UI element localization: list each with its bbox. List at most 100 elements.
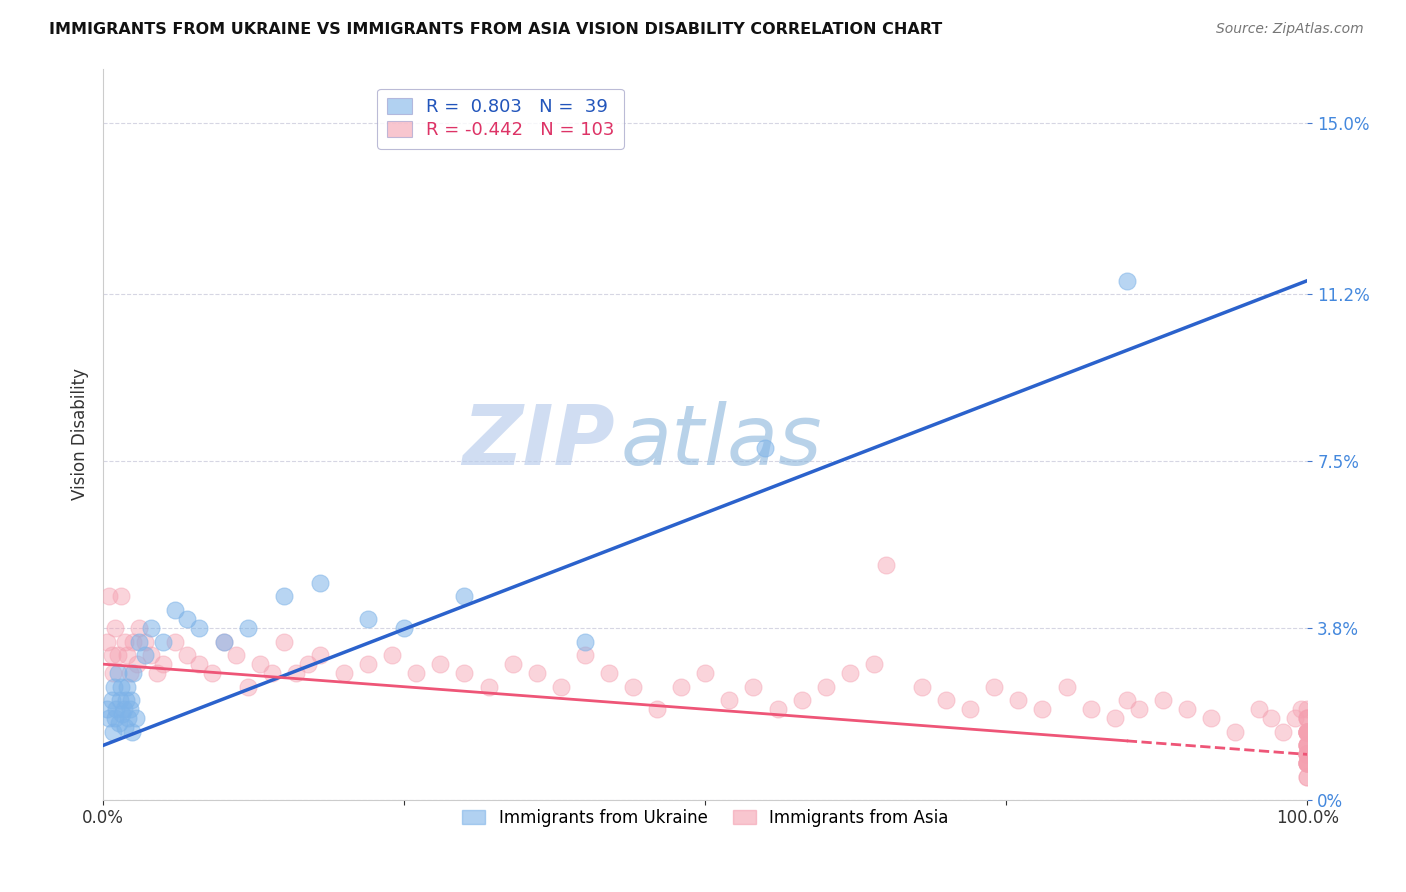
Point xyxy=(101,724,124,739)
Point xyxy=(121,724,143,739)
Text: atlas: atlas xyxy=(621,401,823,482)
Point xyxy=(236,621,259,635)
Point xyxy=(260,666,283,681)
Point xyxy=(574,648,596,662)
Point xyxy=(1296,724,1319,739)
Point xyxy=(176,612,198,626)
Point xyxy=(1284,711,1306,725)
Point xyxy=(134,648,156,662)
Point xyxy=(574,634,596,648)
Point xyxy=(1296,724,1319,739)
Point xyxy=(1296,756,1319,771)
Point xyxy=(146,666,169,681)
Point xyxy=(875,558,897,572)
Y-axis label: Vision Disability: Vision Disability xyxy=(72,368,89,500)
Point xyxy=(1056,680,1078,694)
Point xyxy=(115,680,138,694)
Point xyxy=(1296,756,1319,771)
Point xyxy=(98,590,121,604)
Point xyxy=(1296,747,1319,762)
Point xyxy=(1296,747,1319,762)
Point xyxy=(550,680,572,694)
Point xyxy=(1296,756,1319,771)
Point xyxy=(104,711,127,725)
Point xyxy=(381,648,404,662)
Point xyxy=(118,702,141,716)
Point xyxy=(165,603,187,617)
Point xyxy=(392,621,415,635)
Point xyxy=(114,634,136,648)
Point xyxy=(273,590,295,604)
Point xyxy=(110,590,132,604)
Point xyxy=(477,680,499,694)
Point xyxy=(1296,739,1319,753)
Point xyxy=(1296,711,1319,725)
Point xyxy=(453,590,475,604)
Point xyxy=(333,666,356,681)
Point xyxy=(1260,711,1282,725)
Point xyxy=(273,634,295,648)
Point xyxy=(107,648,129,662)
Point xyxy=(502,657,524,672)
Point xyxy=(128,621,150,635)
Point xyxy=(669,680,692,694)
Point xyxy=(1249,702,1271,716)
Point xyxy=(621,680,644,694)
Point xyxy=(1272,724,1295,739)
Point xyxy=(152,634,174,648)
Point xyxy=(165,634,187,648)
Point xyxy=(1175,702,1198,716)
Point xyxy=(405,666,427,681)
Point xyxy=(115,693,138,707)
Point xyxy=(107,666,129,681)
Point xyxy=(1152,693,1174,707)
Point xyxy=(790,693,813,707)
Point xyxy=(104,621,127,635)
Point xyxy=(100,648,122,662)
Point xyxy=(120,693,142,707)
Point xyxy=(96,634,118,648)
Point xyxy=(111,706,134,721)
Point xyxy=(1296,724,1319,739)
Point xyxy=(212,634,235,648)
Point xyxy=(526,666,548,681)
Point xyxy=(1296,756,1319,771)
Point xyxy=(134,634,156,648)
Point xyxy=(863,657,886,672)
Point xyxy=(110,680,132,694)
Point xyxy=(98,711,121,725)
Point xyxy=(1296,724,1319,739)
Point xyxy=(112,702,135,716)
Point xyxy=(718,693,741,707)
Point xyxy=(200,666,222,681)
Point xyxy=(1296,711,1319,725)
Point xyxy=(236,680,259,694)
Point xyxy=(1199,711,1222,725)
Point xyxy=(754,441,776,455)
Point xyxy=(1225,724,1247,739)
Point xyxy=(1296,756,1319,771)
Point xyxy=(1031,702,1053,716)
Point xyxy=(309,576,332,591)
Text: IMMIGRANTS FROM UKRAINE VS IMMIGRANTS FROM ASIA VISION DISABILITY CORRELATION CH: IMMIGRANTS FROM UKRAINE VS IMMIGRANTS FR… xyxy=(49,22,942,37)
Point xyxy=(96,702,118,716)
Text: Source: ZipAtlas.com: Source: ZipAtlas.com xyxy=(1216,22,1364,37)
Point xyxy=(117,711,139,725)
Point xyxy=(1296,739,1319,753)
Point xyxy=(838,666,860,681)
Legend: Immigrants from Ukraine, Immigrants from Asia: Immigrants from Ukraine, Immigrants from… xyxy=(454,800,957,835)
Point xyxy=(598,666,620,681)
Point xyxy=(107,715,129,730)
Point xyxy=(1296,702,1319,716)
Point xyxy=(1296,724,1319,739)
Point xyxy=(742,680,765,694)
Point xyxy=(1296,747,1319,762)
Point xyxy=(959,702,981,716)
Point xyxy=(766,702,789,716)
Point xyxy=(1296,711,1319,725)
Point xyxy=(188,621,211,635)
Point xyxy=(357,612,380,626)
Point xyxy=(105,702,128,716)
Point xyxy=(983,680,1005,694)
Point xyxy=(1291,702,1313,716)
